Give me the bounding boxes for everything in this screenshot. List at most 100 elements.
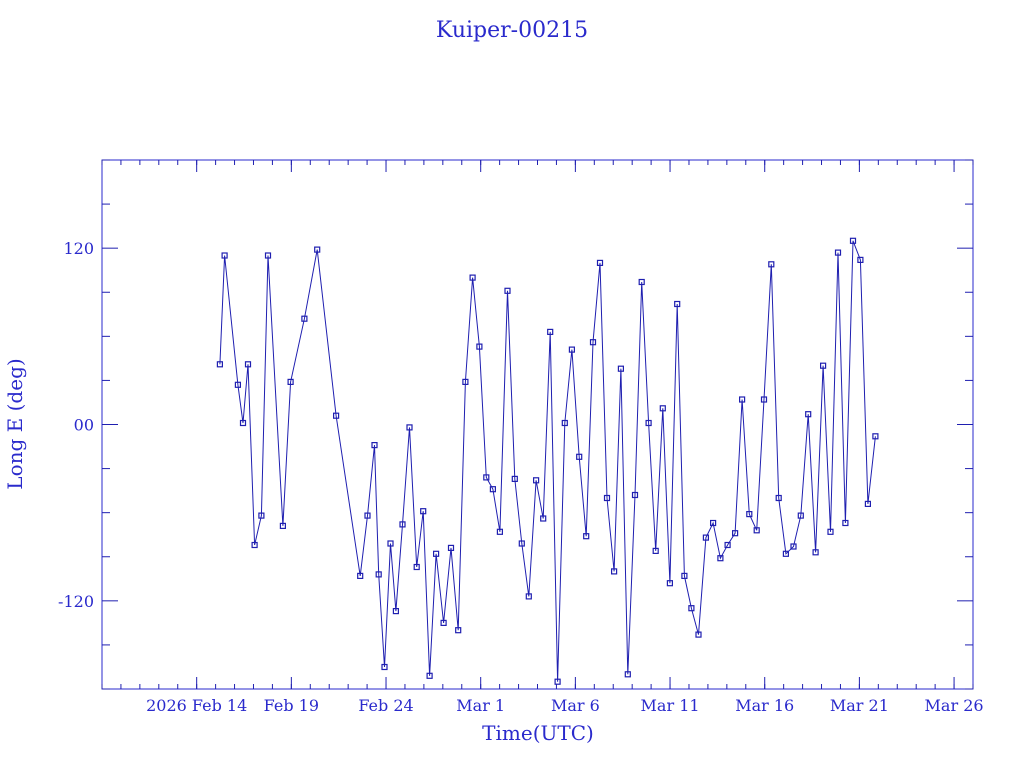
series-marks	[216, 237, 879, 685]
data-point	[301, 315, 308, 322]
data-point	[645, 419, 652, 427]
data-point	[731, 530, 739, 537]
data-point	[790, 543, 797, 550]
data-point	[406, 424, 413, 431]
data-point	[596, 259, 604, 266]
data-point	[216, 361, 223, 368]
data-point	[264, 252, 272, 259]
data-point	[483, 474, 490, 481]
data-point	[364, 512, 371, 519]
x-tick-label: Mar 26	[925, 696, 984, 715]
data-point	[244, 361, 252, 368]
data-point	[775, 494, 782, 502]
data-point	[504, 287, 511, 294]
data-point	[234, 381, 241, 388]
data-point	[381, 663, 388, 671]
data-point	[239, 419, 247, 427]
data-point	[375, 571, 382, 578]
data-point	[768, 261, 775, 268]
data-point	[576, 453, 583, 460]
data-point	[426, 672, 433, 679]
data-point	[540, 515, 547, 522]
x-tick-label: Mar 16	[735, 696, 794, 715]
data-point	[387, 540, 394, 547]
data-point	[525, 593, 532, 600]
x-axis: 2026 Feb 14 Feb 19 Feb 24 Mar 1 Mar 6 Mar 11 M…	[101, 160, 984, 715]
data-point	[392, 607, 399, 615]
data-point	[433, 550, 440, 557]
data-point	[511, 475, 518, 482]
data-point	[842, 519, 849, 527]
x-tick-label: Mar 6	[551, 696, 600, 715]
x-axis-label: Time(UTC)	[482, 721, 594, 745]
y-axis-label: Long E (deg)	[3, 358, 27, 489]
data-point	[469, 274, 476, 281]
data-point	[532, 477, 540, 484]
data-point	[631, 491, 639, 499]
data-point	[674, 300, 681, 308]
data-point	[447, 544, 455, 552]
y-tick-label: 00	[74, 416, 94, 435]
data-point	[797, 512, 804, 519]
data-point	[440, 619, 447, 627]
data-point	[314, 246, 321, 253]
data-point	[420, 508, 427, 515]
x-tick-label: Mar 11	[641, 696, 700, 715]
data-point	[805, 411, 812, 418]
data-point	[688, 605, 695, 612]
data-point	[589, 339, 597, 346]
data-point	[659, 405, 666, 412]
data-point	[624, 671, 631, 678]
data-point	[864, 500, 872, 507]
data-point	[476, 343, 483, 350]
data-point	[652, 547, 659, 555]
x-tick-label: Mar 21	[830, 696, 889, 715]
data-point	[709, 519, 717, 527]
data-point	[702, 534, 710, 541]
data-point	[583, 533, 590, 540]
data-point	[496, 528, 503, 535]
data-point	[554, 678, 561, 685]
x-tick-label: 2026 Feb 14	[146, 696, 247, 715]
data-point	[547, 328, 554, 335]
data-point	[666, 580, 674, 587]
x-tick-label: Feb 19	[264, 696, 319, 715]
data-point	[221, 252, 228, 259]
data-point	[812, 549, 819, 556]
data-point	[568, 346, 576, 353]
data-point	[827, 528, 834, 535]
data-point	[258, 512, 265, 519]
data-point	[681, 572, 688, 580]
data-point	[333, 412, 340, 419]
data-point	[872, 433, 879, 440]
series-line	[219, 240, 876, 682]
data-point	[724, 541, 731, 549]
data-point	[603, 494, 611, 502]
data-point	[287, 378, 294, 385]
data-point	[753, 527, 760, 534]
data-point	[695, 631, 702, 638]
data-point	[462, 378, 469, 385]
data-point	[518, 540, 525, 547]
data-point	[746, 511, 753, 518]
data-point	[738, 396, 746, 403]
y-tick-label: -120	[58, 592, 94, 611]
data-point	[819, 362, 827, 369]
data-point	[849, 237, 857, 244]
data-point	[834, 249, 842, 256]
data-point	[357, 572, 364, 580]
data-point	[857, 256, 864, 263]
chart-title: Kuiper-00215	[436, 18, 588, 43]
data-point	[371, 442, 378, 449]
x-tick-label: Mar 1	[456, 696, 505, 715]
data-point	[610, 568, 618, 575]
data-point	[251, 541, 258, 549]
data-point	[413, 563, 420, 571]
data-point	[717, 555, 724, 562]
y-axis: 120 00 -120	[58, 159, 973, 690]
data-point	[638, 278, 645, 286]
data-series	[216, 237, 879, 685]
data-point	[399, 521, 406, 528]
data-point	[489, 486, 496, 493]
